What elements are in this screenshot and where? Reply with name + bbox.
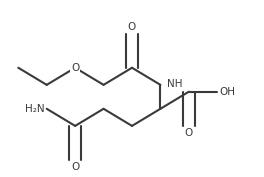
Text: NH: NH [167,79,182,89]
Text: O: O [128,22,136,32]
Text: O: O [71,162,79,172]
Text: OH: OH [220,87,236,97]
Text: O: O [185,128,193,138]
Text: O: O [71,63,79,73]
Text: H₂N: H₂N [25,104,44,114]
